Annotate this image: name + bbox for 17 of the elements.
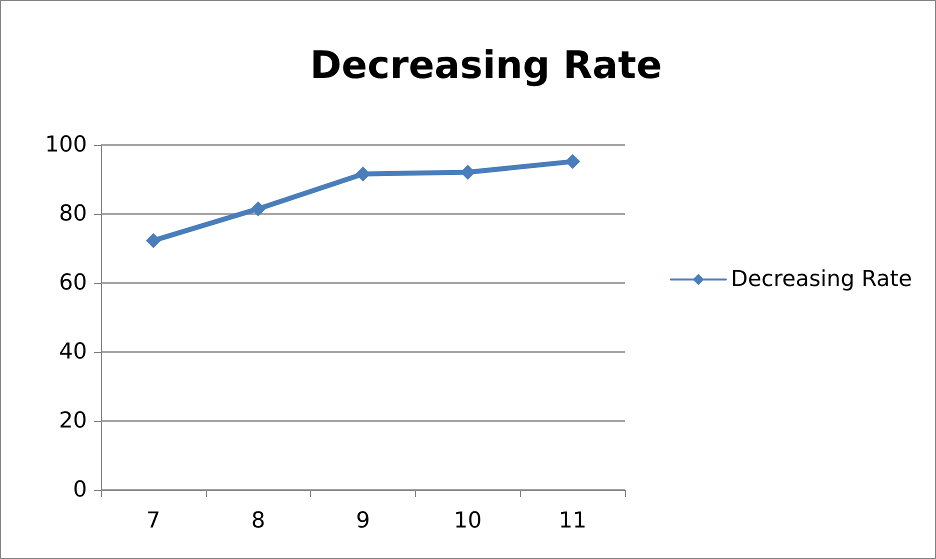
x-tick-label: 10: [454, 508, 482, 534]
point: [356, 166, 370, 182]
y-tick-label: 40: [59, 340, 87, 364]
y-tick-label: 80: [59, 202, 87, 226]
y-tick-label: 0: [73, 478, 87, 502]
chart-title: Decreasing Rate: [310, 43, 662, 87]
point: [250, 201, 266, 216]
point: [565, 154, 580, 170]
y-tick-label: 60: [59, 270, 87, 296]
x-tick-label: 11: [558, 508, 587, 534]
x-tick-label: 9: [356, 508, 370, 534]
y-tick-label: 100: [45, 132, 87, 158]
x-tick-label: 7: [146, 508, 160, 534]
legend-label: Decreasing Rate: [730, 267, 912, 292]
point: [146, 233, 161, 248]
y-tick-label: 20: [59, 408, 87, 434]
x-tick-label: 8: [251, 508, 266, 534]
